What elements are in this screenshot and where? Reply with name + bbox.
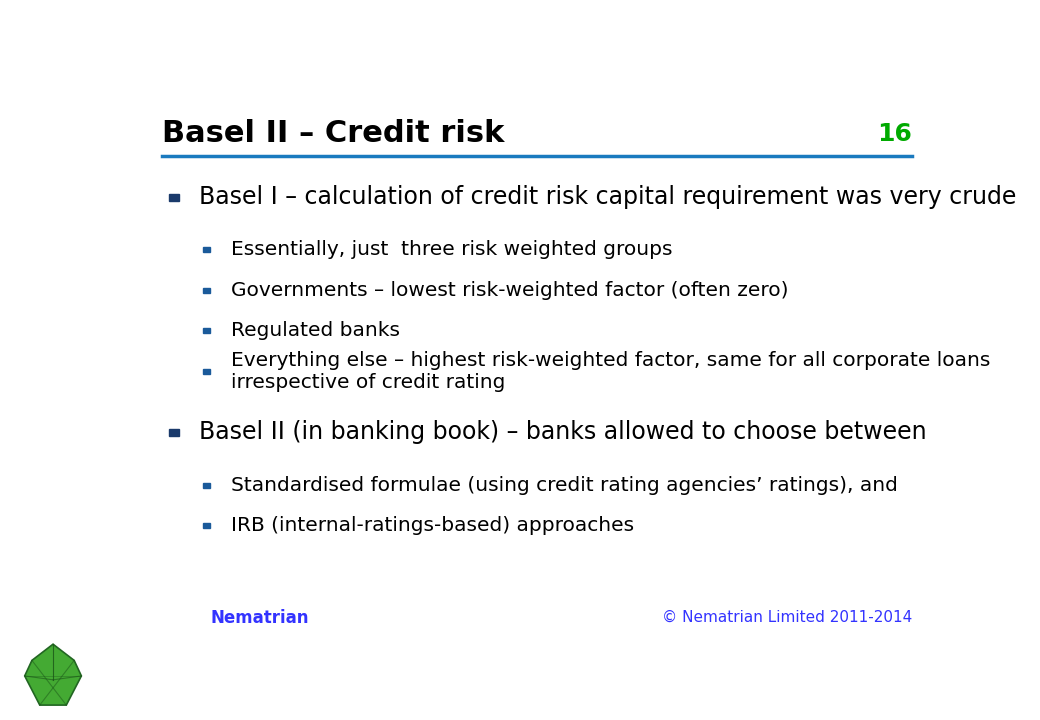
- FancyBboxPatch shape: [203, 328, 210, 333]
- FancyBboxPatch shape: [203, 523, 210, 528]
- FancyBboxPatch shape: [170, 194, 179, 201]
- Text: Regulated banks: Regulated banks: [231, 321, 399, 341]
- Text: Basel I – calculation of credit risk capital requirement was very crude: Basel I – calculation of credit risk cap…: [199, 185, 1016, 210]
- FancyBboxPatch shape: [170, 429, 179, 436]
- FancyBboxPatch shape: [203, 248, 210, 253]
- FancyBboxPatch shape: [203, 369, 210, 374]
- Text: Essentially, just  three risk weighted groups: Essentially, just three risk weighted gr…: [231, 240, 672, 259]
- Text: Everything else – highest risk-weighted factor, same for all corporate loans
irr: Everything else – highest risk-weighted …: [231, 351, 990, 392]
- Text: IRB (internal-ratings-based) approaches: IRB (internal-ratings-based) approaches: [231, 516, 633, 535]
- Polygon shape: [25, 644, 81, 705]
- Text: Basel II (in banking book) – banks allowed to choose between: Basel II (in banking book) – banks allow…: [199, 420, 927, 444]
- Text: Standardised formulae (using credit rating agencies’ ratings), and: Standardised formulae (using credit rati…: [231, 475, 898, 495]
- Text: 16: 16: [877, 122, 912, 145]
- FancyBboxPatch shape: [203, 482, 210, 487]
- Text: Nematrian: Nematrian: [211, 608, 309, 626]
- FancyBboxPatch shape: [203, 288, 210, 293]
- Text: Governments – lowest risk-weighted factor (often zero): Governments – lowest risk-weighted facto…: [231, 281, 788, 300]
- Text: Basel II – Credit risk: Basel II – Credit risk: [162, 119, 504, 148]
- Text: © Nematrian Limited 2011-2014: © Nematrian Limited 2011-2014: [661, 610, 912, 625]
